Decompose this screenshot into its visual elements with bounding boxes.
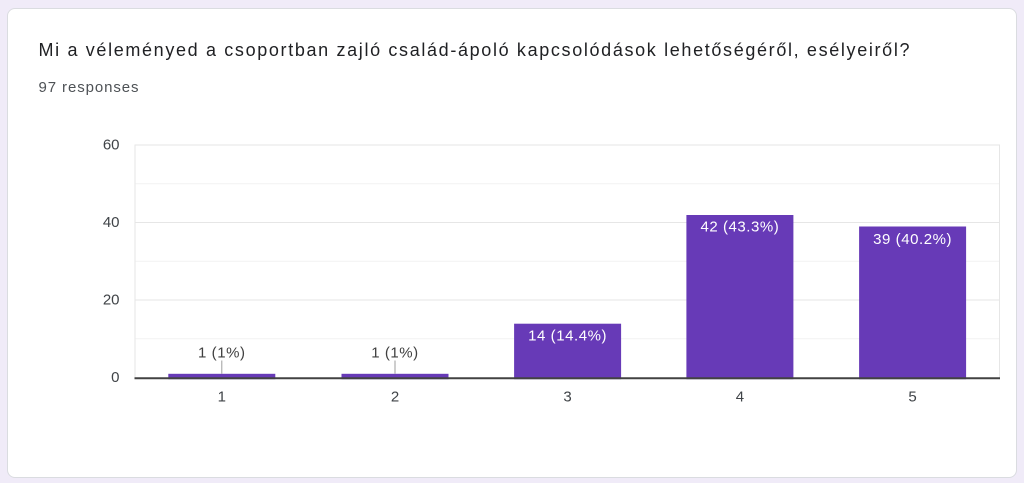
svg-text:1: 1 [218, 389, 226, 406]
svg-text:40: 40 [103, 214, 120, 231]
svg-text:42 (43.3%): 42 (43.3%) [700, 219, 779, 236]
svg-text:2: 2 [391, 389, 399, 406]
svg-text:3: 3 [563, 389, 571, 406]
svg-text:39 (40.2%): 39 (40.2%) [873, 231, 952, 248]
svg-text:1 (1%): 1 (1%) [371, 345, 418, 362]
svg-text:60: 60 [103, 136, 120, 153]
svg-text:20: 20 [103, 291, 120, 308]
svg-text:14 (14.4%): 14 (14.4%) [528, 328, 607, 345]
svg-text:1 (1%): 1 (1%) [198, 345, 245, 362]
svg-text:0: 0 [111, 369, 119, 386]
svg-text:5: 5 [908, 389, 916, 406]
svg-text:4: 4 [736, 389, 744, 406]
